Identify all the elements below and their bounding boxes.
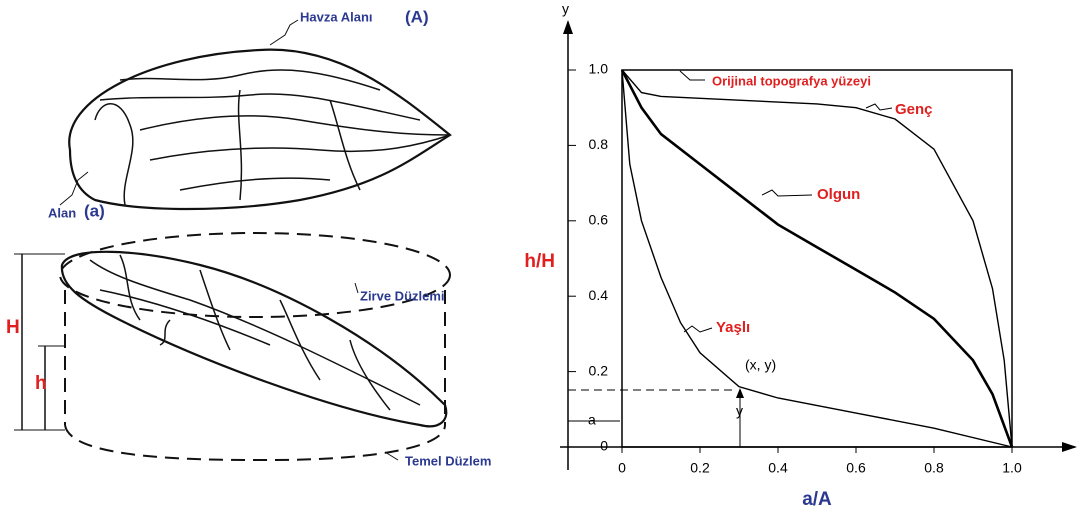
- base-plane: Temel Düzlem: [405, 453, 491, 468]
- a-marker-label: a: [588, 412, 596, 428]
- sub-area-symbol: (a): [84, 201, 105, 220]
- curve-label: Olgun: [817, 186, 860, 203]
- H-label: H: [6, 317, 20, 338]
- y-tick-label: 0.2: [589, 362, 609, 378]
- curve-leader: [865, 103, 893, 111]
- basin-top-sketch: [68, 48, 452, 211]
- x-axis-label: a/A: [802, 489, 832, 510]
- curve: [620, 69, 1014, 448]
- y-tick-label: 0.4: [589, 287, 609, 303]
- y-marker-arrow: [736, 388, 744, 398]
- h-label: h: [35, 373, 47, 394]
- y-axis-letter: y: [562, 1, 569, 17]
- surface-leader: [679, 70, 705, 81]
- hypsometric-chart: 0 0.2 0.4 0.6 0.8 1.0 0 0.2 0.4 0.6 0.8 1.0 y h/H a/A O…: [524, 1, 1077, 510]
- y-arrow: [563, 20, 573, 34]
- x-tick-label: 1.0: [1002, 460, 1022, 476]
- curve: [621, 69, 1013, 448]
- y-tick-label: 0: [600, 438, 608, 454]
- curve-label: Yaşlı: [716, 319, 750, 336]
- y-tick-label: 1.0: [589, 61, 609, 77]
- curve-leader: [761, 189, 813, 197]
- x-tick-label: 0.2: [690, 460, 710, 476]
- x-tick-label: 0.6: [846, 460, 866, 476]
- x-arrow: [1062, 442, 1077, 452]
- curve: [621, 69, 1013, 448]
- area-symbol: (A): [405, 7, 429, 26]
- x-tick-label: 0.8: [924, 460, 944, 476]
- summit-plane: Zirve Düzlemi: [360, 288, 445, 303]
- y-tick-label: 0.8: [589, 136, 609, 152]
- x-tick-label: 0.4: [768, 460, 788, 476]
- x-tick-label: 0: [618, 460, 626, 476]
- height-markers: [14, 253, 65, 431]
- curve-label: Genç: [895, 101, 933, 118]
- y-axis-label: h/H: [524, 251, 555, 272]
- y-marker-label: y: [736, 403, 743, 419]
- plot-box: [621, 69, 1013, 448]
- y-tick-label: 0.6: [589, 212, 609, 228]
- sub-area-label: Alan: [48, 205, 76, 220]
- area-label: Havza Alanı: [300, 9, 373, 24]
- surface-label: Orijinal topografya yüzeyi: [712, 73, 871, 88]
- basin-cylinder-sketch: [59, 232, 451, 462]
- curve-leader: [683, 325, 713, 333]
- point-label: (x, y): [745, 357, 776, 373]
